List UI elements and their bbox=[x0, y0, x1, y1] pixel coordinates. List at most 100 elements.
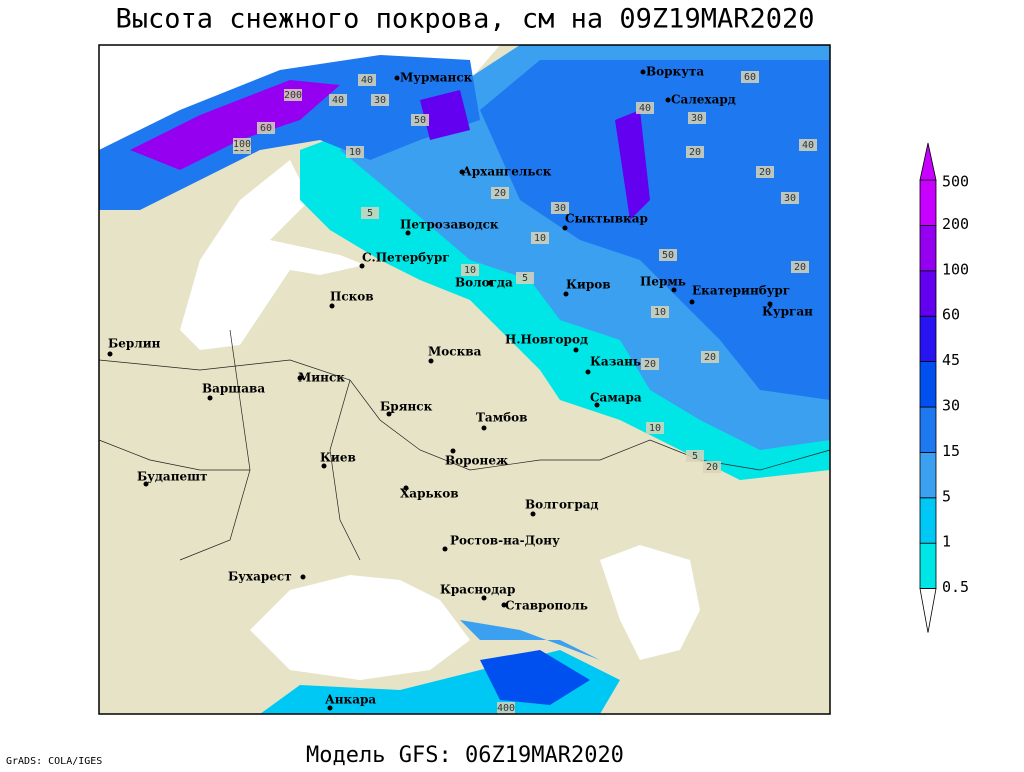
city-label: Анкара bbox=[325, 693, 376, 707]
city-label: Ставрополь bbox=[505, 599, 588, 613]
baltic-sea bbox=[180, 160, 365, 350]
contour-label: 30 bbox=[554, 203, 566, 214]
city-dot bbox=[501, 602, 507, 608]
contour-label: 200 bbox=[284, 90, 302, 101]
contour-label: 30 bbox=[374, 95, 386, 106]
contour-label: 20 bbox=[494, 188, 506, 199]
contour-labels: 2004060100504030102053060403040202030105… bbox=[233, 71, 817, 714]
city-label: Курган bbox=[762, 305, 813, 319]
city-label: Воркута bbox=[646, 65, 704, 79]
contour-label-box bbox=[361, 207, 379, 219]
city-label: Петрозаводск bbox=[400, 218, 499, 232]
city-label: Брянск bbox=[380, 400, 433, 414]
snow-kola-peak bbox=[420, 90, 470, 140]
cities: Мурманск Воркута Салехард Архангельск Сыктыв… bbox=[107, 65, 813, 711]
contour-label: 5 bbox=[522, 273, 528, 284]
city-label: Москва bbox=[428, 345, 482, 359]
contour-label-box bbox=[346, 146, 364, 158]
city-label: Краснодар bbox=[440, 583, 515, 597]
city-dot bbox=[665, 97, 671, 103]
snow-30 bbox=[480, 60, 830, 400]
city-dot bbox=[671, 287, 677, 293]
contour-label-box bbox=[791, 261, 809, 273]
city-dot bbox=[403, 485, 409, 491]
contour-label-box bbox=[781, 192, 799, 204]
city-label: Волгоград bbox=[525, 498, 598, 512]
map-frame bbox=[98, 44, 831, 715]
snow-ural-peak bbox=[615, 110, 650, 220]
contour-label-box bbox=[756, 166, 774, 178]
city-label: Вологда bbox=[455, 276, 513, 290]
contour-label-box bbox=[358, 74, 376, 86]
city-label: Салехард bbox=[671, 93, 736, 107]
city-label: Минск bbox=[298, 371, 345, 385]
legend-swatch bbox=[919, 224, 937, 272]
contour-label-box bbox=[233, 138, 251, 150]
city-dot bbox=[321, 463, 327, 469]
contour-label: 50 bbox=[414, 115, 426, 126]
city-dot bbox=[107, 351, 113, 357]
contour-label: 10 bbox=[349, 147, 361, 158]
contour-label-box bbox=[284, 89, 302, 101]
contour-label-box bbox=[371, 94, 389, 106]
contour-label: 60 bbox=[260, 123, 272, 134]
legend-bottom bbox=[919, 588, 937, 633]
snow-caucasus-n bbox=[460, 620, 600, 660]
city-dot bbox=[300, 574, 306, 580]
legend-label: 45 bbox=[942, 351, 960, 369]
contour-label: 30 bbox=[784, 193, 796, 204]
legend-swatch bbox=[919, 542, 937, 590]
legend-swatch bbox=[919, 179, 937, 226]
contour-label-box bbox=[497, 702, 515, 714]
legend-swatch bbox=[919, 315, 937, 363]
city-label: Екатеринбург bbox=[692, 284, 790, 298]
legend-label: 200 bbox=[942, 215, 969, 233]
legend-label: 5 bbox=[942, 487, 951, 505]
legend-swatch bbox=[919, 497, 937, 544]
contour-label-box bbox=[461, 264, 479, 276]
credit: GrADS: COLA/IGES bbox=[6, 756, 102, 767]
map: Мурманск Воркута Салехард Архангельск Сыктыв… bbox=[98, 44, 831, 715]
contour-label: 50 bbox=[662, 250, 674, 261]
contour-label: 40 bbox=[802, 140, 814, 151]
contour-label: 20 bbox=[706, 462, 718, 473]
city-dot bbox=[297, 375, 303, 381]
contour-label-box bbox=[257, 122, 275, 134]
city-label: Бухарест bbox=[228, 570, 292, 584]
contour-label: 30 bbox=[691, 113, 703, 124]
snow-norway-peak bbox=[130, 80, 340, 170]
contour-label-box bbox=[646, 422, 664, 434]
legend-label: 15 bbox=[942, 442, 960, 460]
contour-label-box bbox=[688, 112, 706, 124]
city-dot bbox=[405, 230, 411, 236]
contour-label: 10 bbox=[464, 265, 476, 276]
contour-label-box bbox=[641, 358, 659, 370]
contour-label-box bbox=[329, 94, 347, 106]
city-label: Самара bbox=[590, 391, 642, 405]
legend-label: 100 bbox=[942, 260, 969, 278]
city-label: Ростов-на-Дону bbox=[450, 534, 560, 548]
caspian-sea bbox=[600, 545, 700, 660]
legend-label: 30 bbox=[942, 397, 960, 415]
legend-top bbox=[919, 142, 937, 181]
contour-label-box bbox=[686, 146, 704, 158]
contour-label-box bbox=[491, 187, 509, 199]
city-label: Пермь bbox=[640, 275, 686, 289]
city-dot bbox=[442, 546, 448, 552]
contour-label: 5 bbox=[367, 208, 373, 219]
contour-label-box bbox=[531, 232, 549, 244]
contour-label: 100 bbox=[233, 139, 251, 150]
contour-label: 400 bbox=[497, 703, 515, 714]
legend-swatch bbox=[919, 451, 937, 499]
contour-label: 20 bbox=[704, 352, 716, 363]
contour-label: 40 bbox=[639, 103, 651, 114]
contour-label: 10 bbox=[654, 307, 666, 318]
legend-label: 0.5 bbox=[942, 578, 969, 596]
city-label: Киев bbox=[320, 451, 356, 465]
city-label: С.Петербург bbox=[362, 251, 450, 265]
title: Высота снежного покрова, см на 09Z19MAR2… bbox=[116, 4, 815, 35]
city-dot bbox=[394, 75, 400, 81]
snow-scandinavia bbox=[99, 55, 480, 210]
